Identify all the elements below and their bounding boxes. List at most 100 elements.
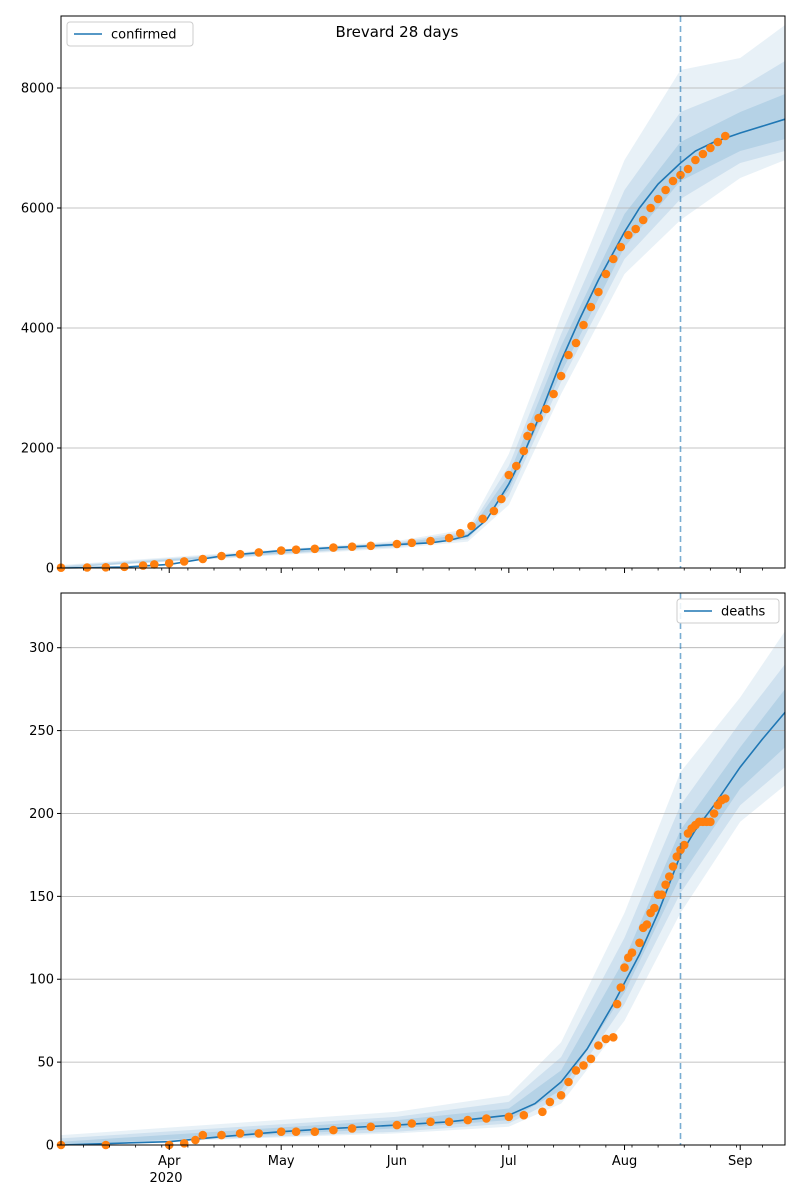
- observed-point: [609, 1033, 618, 1042]
- observed-point: [594, 1041, 603, 1050]
- legend-label: confirmed: [111, 28, 177, 43]
- y-tick-label: 4000: [21, 322, 54, 337]
- y-tick-label: 0: [46, 562, 54, 577]
- observed-point: [482, 1114, 491, 1123]
- observed-point: [642, 920, 652, 929]
- observed-point: [653, 194, 663, 204]
- x-tick-label: Aug: [612, 1154, 637, 1169]
- observed-point: [179, 1139, 189, 1148]
- observed-point: [366, 541, 376, 551]
- confidence-band-1: [61, 664, 785, 1145]
- observed-point: [392, 1120, 402, 1130]
- observed-point: [631, 224, 640, 234]
- observed-point: [661, 880, 670, 889]
- observed-point: [478, 514, 488, 524]
- x-tick-label: Sep: [728, 1154, 753, 1169]
- observed-point: [329, 543, 338, 552]
- observed-point: [672, 852, 682, 861]
- observed-point: [407, 1119, 417, 1128]
- y-tick-label: 150: [29, 890, 54, 905]
- observed-point: [310, 544, 320, 554]
- model-line: [60, 711, 786, 1146]
- observed-point: [534, 413, 543, 423]
- observed-point: [426, 536, 435, 546]
- observed-point: [456, 528, 465, 538]
- observed-point: [609, 254, 618, 264]
- observed-point: [579, 320, 588, 330]
- observed-point: [650, 903, 659, 913]
- observed-point: [616, 983, 626, 992]
- y-axis: 0 50 100 150 200 250 300: [29, 641, 61, 1154]
- observed-point: [497, 494, 506, 504]
- observed-point: [668, 862, 678, 871]
- observed-point: [138, 561, 148, 570]
- observed-point: [541, 404, 551, 414]
- observed-point: [164, 558, 174, 568]
- observed-point: [564, 350, 573, 360]
- x-axis-year-label: 2020: [149, 1171, 182, 1186]
- observed-point: [556, 371, 566, 381]
- confidence-bands: [61, 631, 785, 1145]
- observed-point: [709, 809, 719, 818]
- observed-point: [366, 1122, 376, 1132]
- observed-point: [329, 1125, 338, 1135]
- observed-point: [519, 1110, 529, 1120]
- y-tick-label: 8000: [21, 82, 54, 97]
- observed-point: [579, 1061, 588, 1070]
- observed-point: [276, 546, 286, 555]
- observed-point: [254, 548, 264, 557]
- observed-point: [706, 817, 715, 827]
- legend: deaths: [676, 598, 780, 624]
- legend-box: [676, 598, 780, 624]
- observed-point: [489, 506, 499, 516]
- observed-point: [571, 1066, 581, 1075]
- y-tick-label: 0: [46, 1139, 54, 1154]
- observed-point: [635, 938, 644, 948]
- x-tick-label: May: [268, 1154, 295, 1169]
- observed-point: [683, 164, 693, 174]
- observed-point: [463, 1115, 473, 1125]
- confidence-band-1: [61, 61, 785, 568]
- deaths-panel: 0 50 100 150 200 250 300 Apr May Jun Jul Aug Sep 20…: [29, 592, 786, 1186]
- observed-point: [444, 1117, 454, 1127]
- observed-point: [721, 131, 730, 141]
- x-axis: Apr May Jun Jul Aug Sep: [82, 1145, 764, 1169]
- observed-point: [691, 155, 700, 165]
- observed-point: [291, 545, 301, 554]
- observed-point: [276, 1127, 286, 1136]
- confidence-band-2: [61, 94, 785, 568]
- observed-point: [347, 542, 357, 551]
- observed-point: [512, 461, 521, 471]
- observed-point: [665, 872, 674, 881]
- observed-point: [601, 1034, 611, 1044]
- observed-point: [620, 963, 629, 972]
- observed-point: [217, 1130, 226, 1140]
- y-tick-label: 2000: [21, 442, 54, 457]
- confidence-band-0: [61, 631, 785, 1145]
- legend-box: [66, 21, 194, 47]
- chart-title: Brevard 28 days: [336, 23, 459, 41]
- observed-point: [564, 1077, 573, 1087]
- observed-point: [198, 1130, 208, 1140]
- observed-point: [679, 840, 689, 850]
- observed-point: [698, 149, 708, 159]
- observed-point: [594, 287, 603, 297]
- observed-point: [179, 557, 189, 566]
- observed-point: [467, 521, 476, 531]
- observed-point: [668, 176, 678, 186]
- observed-point: [444, 533, 454, 543]
- observed-point: [627, 948, 637, 957]
- series-line-deaths: [60, 711, 786, 1146]
- y-tick-label: 200: [29, 807, 54, 822]
- observed-point: [235, 549, 245, 559]
- observed-point: [713, 137, 723, 147]
- observed-point: [571, 338, 581, 348]
- observed-point: [217, 551, 226, 561]
- observed-point: [291, 1127, 301, 1136]
- y-tick-label: 50: [37, 1056, 54, 1071]
- observed-point: [150, 560, 159, 569]
- observed-point: [526, 422, 536, 432]
- y-axis: 0 2000 4000 6000 8000: [21, 82, 61, 577]
- observed-point: [601, 269, 611, 279]
